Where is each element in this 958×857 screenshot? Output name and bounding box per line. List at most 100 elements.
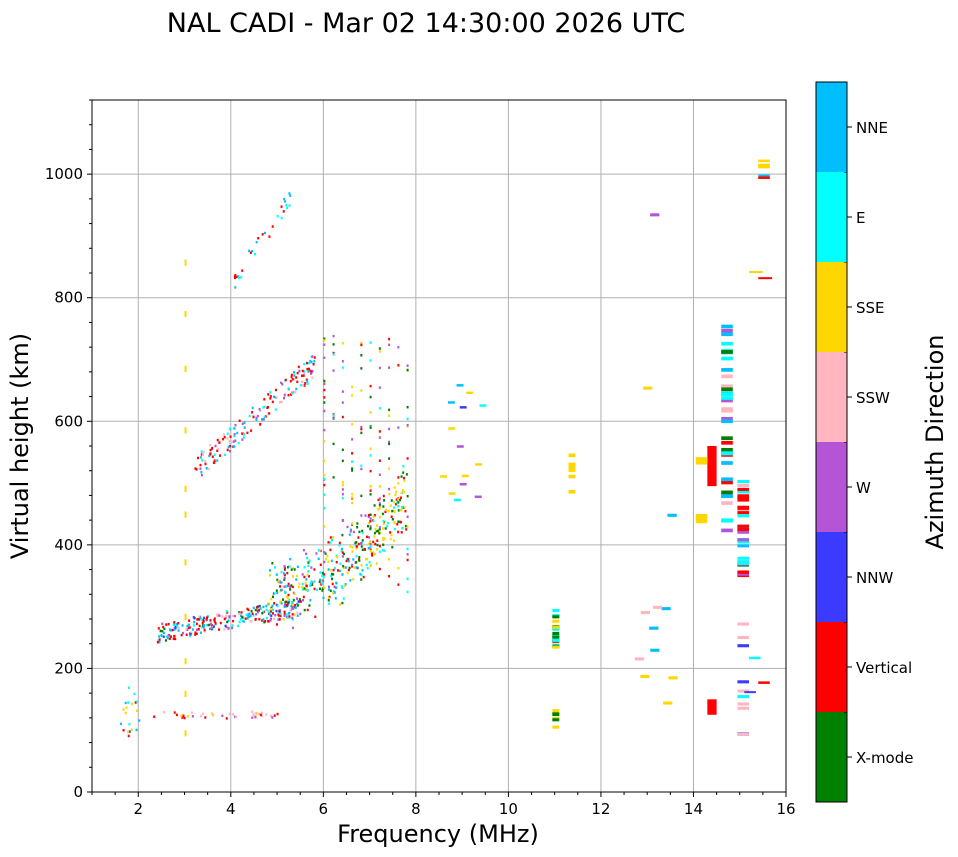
echo-point <box>216 449 219 452</box>
echo-point <box>391 545 394 549</box>
echo-point <box>265 604 268 608</box>
echo-point <box>351 385 354 389</box>
echo-point <box>332 476 335 479</box>
echo-point <box>277 611 280 614</box>
echo-point <box>341 555 344 558</box>
echo-point <box>237 624 240 628</box>
echo-point <box>270 614 273 618</box>
colorbar-segment <box>816 262 847 352</box>
echo-point <box>378 436 381 439</box>
echo-point <box>397 482 400 485</box>
y-tick-label: 600 <box>54 412 83 430</box>
echo-point <box>382 536 385 540</box>
echo-point <box>287 387 290 390</box>
echo-point <box>308 604 311 607</box>
echo-point <box>251 249 254 253</box>
echo-point <box>397 346 400 349</box>
echo-point <box>310 566 313 569</box>
echo-point <box>194 633 197 636</box>
echo-point <box>304 382 307 385</box>
echo-point <box>369 520 372 523</box>
echo-point <box>275 589 278 592</box>
echo-point <box>273 395 276 399</box>
echo-point <box>388 457 391 460</box>
echo-point <box>378 515 381 519</box>
echo-point <box>176 625 179 628</box>
echo-point <box>721 490 733 495</box>
echo-point <box>440 475 448 478</box>
echo-point <box>280 205 283 208</box>
echo-point <box>367 546 370 550</box>
echo-point <box>290 373 293 377</box>
echo-point <box>341 341 344 345</box>
echo-point <box>332 417 335 420</box>
echo-point <box>367 521 370 525</box>
echo-point <box>453 498 461 502</box>
echo-point <box>165 623 168 626</box>
echo-point <box>355 566 358 569</box>
echo-point <box>758 174 770 178</box>
echo-point <box>388 337 391 341</box>
echo-point <box>383 549 386 552</box>
echo-point <box>721 440 733 445</box>
echo-point <box>240 611 243 614</box>
echo-point <box>284 200 287 203</box>
echo-point <box>374 527 377 531</box>
echo-point <box>552 645 560 649</box>
echo-point <box>251 716 254 719</box>
echo-point <box>338 541 341 545</box>
echo-point <box>256 607 259 610</box>
echo-point <box>292 605 295 609</box>
echo-point <box>271 604 274 608</box>
echo-point <box>384 510 387 514</box>
echo-point <box>405 473 408 476</box>
echo-point <box>283 605 286 608</box>
echo-point <box>319 549 322 553</box>
echo-point <box>288 192 291 195</box>
echo-point <box>382 538 385 542</box>
echo-point <box>181 631 184 635</box>
echo-point <box>373 535 376 538</box>
echo-point <box>397 566 400 570</box>
echo-point <box>360 425 363 429</box>
echo-point <box>341 483 344 487</box>
echo-point <box>277 618 280 621</box>
echo-point <box>228 444 231 448</box>
echo-point <box>360 545 363 548</box>
echo-point <box>184 613 187 621</box>
echo-point <box>251 612 254 616</box>
echo-point <box>347 560 350 563</box>
echo-point <box>133 692 136 696</box>
echo-point <box>341 601 344 605</box>
echo-point <box>406 553 409 556</box>
grid-lines <box>92 100 787 793</box>
echo-point <box>290 604 293 608</box>
echo-point <box>200 471 203 474</box>
echo-point <box>330 559 333 563</box>
echo-point <box>184 259 187 266</box>
echo-point <box>396 522 399 526</box>
echo-point <box>209 448 212 452</box>
echo-point <box>242 616 245 619</box>
echo-point <box>303 370 306 373</box>
echo-point <box>205 618 208 621</box>
echo-point <box>406 547 409 551</box>
echo-point <box>291 613 294 616</box>
echo-point <box>368 561 371 564</box>
x-tick-label: 2 <box>133 800 143 818</box>
echo-point <box>268 412 271 415</box>
echo-point <box>373 514 376 517</box>
echo-point <box>122 729 125 732</box>
echo-point <box>341 586 344 590</box>
echo-point <box>156 640 159 644</box>
echo-point <box>568 465 576 470</box>
echo-point <box>351 452 354 455</box>
echo-point <box>388 442 391 446</box>
echo-point <box>302 548 305 552</box>
echo-point <box>269 613 272 617</box>
y-tick-label: 200 <box>54 659 83 677</box>
echo-point <box>169 635 172 638</box>
echo-point <box>378 527 381 531</box>
echo-point <box>361 529 364 533</box>
echo-point <box>327 560 330 563</box>
